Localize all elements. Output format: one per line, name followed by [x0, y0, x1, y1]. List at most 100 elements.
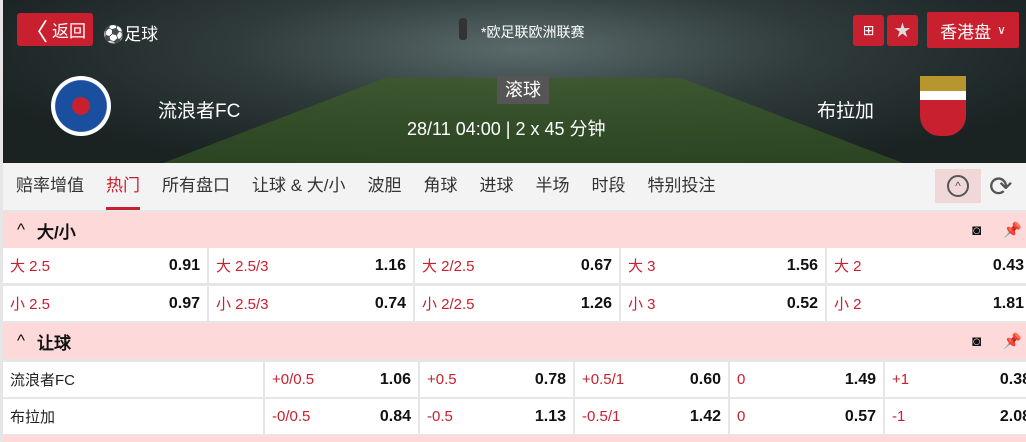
- tab-3[interactable]: 让球 & 大/小: [252, 176, 346, 195]
- odds-type-select[interactable]: 香港盘 ∨: [927, 12, 1019, 48]
- odds-line: -0.5/1: [582, 408, 621, 425]
- odds-price: 1.56: [786, 256, 818, 274]
- match-time: 28/11 04:00 | 2 x 45 分钟: [407, 119, 606, 139]
- odds-line: 小 2: [834, 296, 862, 313]
- match-status-badge: 滚球: [497, 76, 549, 104]
- tab-7[interactable]: 半场: [535, 176, 570, 195]
- odds-price: 0.97: [168, 294, 200, 312]
- tab-9[interactable]: 特别投注: [647, 176, 716, 195]
- odds-price: 1.06: [379, 370, 411, 388]
- odds-line: -1: [892, 408, 906, 425]
- odds-price: 0.74: [374, 294, 406, 312]
- odds-cell[interactable]: 0 0.57: [730, 399, 883, 434]
- match-header: 〈返回 ⚽足球 *欧足联欧洲联赛 ⊞ ★ 香港盘 ∨ 流浪者FC 滚球 28/11…: [3, 0, 1026, 163]
- odds-cell[interactable]: 大 3 1.56: [621, 248, 825, 283]
- odds-line: +0/0.5: [272, 371, 315, 388]
- chevron-left-icon: 〈: [24, 19, 48, 46]
- odds-cell[interactable]: 大 2.5/3 1.16: [209, 248, 413, 283]
- odds-cell[interactable]: 小 3 0.52: [621, 286, 825, 321]
- odds-price: 0.78: [534, 370, 566, 388]
- odds-line: 大 2/2.5: [422, 258, 475, 275]
- odds-line: 0: [737, 408, 746, 425]
- tab-6[interactable]: 进球: [479, 176, 514, 195]
- odds-cell[interactable]: 大 2/2.5 0.67: [415, 248, 619, 283]
- odds-line: 小 2.5: [10, 296, 51, 313]
- tab-4[interactable]: 波胆: [367, 176, 402, 195]
- odds-line: +0.5/1: [582, 371, 625, 388]
- odds-line: +0.5: [427, 371, 457, 388]
- team-name: 流浪者FC: [3, 362, 263, 397]
- tab-0[interactable]: 赔率增值: [16, 176, 84, 195]
- back-button[interactable]: 〈返回: [17, 13, 93, 46]
- odds-line: 0: [737, 371, 746, 388]
- market-tabs: 赔率增值 热门 所有盘口 让球 & 大/小 波胆 角球 进球 半场 时段 特别投注: [3, 163, 1026, 210]
- next-section-header: [3, 435, 1026, 442]
- tab-8[interactable]: 时段: [591, 176, 626, 195]
- league-trophy-icon: [459, 18, 467, 40]
- odds-price: 1.81: [992, 294, 1024, 312]
- collapse-all-button[interactable]: ^: [935, 169, 981, 203]
- odds-cell[interactable]: 大 2 0.43: [827, 248, 1026, 283]
- league-name: *欧足联欧洲联赛: [481, 24, 585, 40]
- odds-cell[interactable]: -0/0.5 0.84: [265, 399, 418, 434]
- stats-icon: ◙: [972, 332, 982, 350]
- tab-5[interactable]: 角球: [423, 176, 458, 195]
- odds-price: 1.16: [374, 256, 406, 274]
- tab-2[interactable]: 所有盘口: [162, 176, 230, 195]
- sport-label: ⚽足球: [103, 25, 159, 44]
- odds-cell[interactable]: +1 0.38: [885, 362, 1026, 397]
- odds-line: 大 2.5: [10, 258, 51, 275]
- odds-cell[interactable]: 小 2.5/3 0.74: [209, 286, 413, 321]
- odds-price: 0.43: [992, 256, 1024, 274]
- odds-cell[interactable]: +0/0.5 1.06: [265, 362, 418, 397]
- pin-icon: 📌: [1003, 222, 1022, 239]
- market-section-header[interactable]: ^ 大/小 ◙ 📌: [3, 212, 1026, 248]
- odds-price: 0.67: [580, 256, 612, 274]
- chevron-up-circle-icon: ^: [947, 175, 969, 197]
- odds-cell[interactable]: 小 2 1.81: [827, 286, 1026, 321]
- odds-cell[interactable]: -1 2.08: [885, 399, 1026, 434]
- soccer-ball-icon: ⚽: [103, 25, 125, 44]
- pitch-view-button[interactable]: ⊞: [853, 15, 884, 46]
- odds-cell[interactable]: 小 2.5 0.97: [3, 286, 207, 321]
- odds-cell[interactable]: 小 2/2.5 1.26: [415, 286, 619, 321]
- home-team-name: 流浪者FC: [158, 101, 241, 122]
- odds-price: 2.08: [999, 407, 1026, 425]
- odds-price: 1.49: [844, 370, 876, 388]
- odds-line: 小 2.5/3: [216, 296, 269, 313]
- market-title: 大/小: [36, 222, 76, 242]
- table-row: 大 2.5 0.91 大 2.5/3 1.16 大 2/2.5 0.67 大 3 1.56 大 …: [3, 248, 1026, 283]
- odds-cell[interactable]: -0.5/1 1.42: [575, 399, 728, 434]
- favorite-button[interactable]: ★: [887, 15, 918, 46]
- table-row: 布拉加 -0/0.5 0.84 -0.5 1.13 -0.5/1 1.42 0 0.57 -1 2.…: [3, 399, 1026, 434]
- odds-cell[interactable]: -0.5 1.13: [420, 399, 573, 434]
- refresh-icon: ⟳: [989, 171, 1013, 202]
- tab-1[interactable]: 热门: [106, 163, 140, 210]
- chevron-down-icon: ∨: [997, 23, 1006, 37]
- odds-price: 0.91: [168, 256, 200, 274]
- pitch-icon: ⊞: [862, 22, 875, 38]
- odds-cell[interactable]: 大 2.5 0.91: [3, 248, 207, 283]
- star-icon: ★: [893, 20, 912, 42]
- away-team-name: 布拉加: [817, 101, 875, 122]
- odds-line: 小 2/2.5: [422, 296, 475, 313]
- odds-line: 大 2: [834, 258, 862, 275]
- odds-cell[interactable]: 0 1.49: [730, 362, 883, 397]
- odds-cell[interactable]: +0.5 0.78: [420, 362, 573, 397]
- market-section-header[interactable]: ^ 让球 ◙ 📌: [3, 323, 1026, 359]
- odds-price: 1.13: [534, 407, 566, 425]
- away-team-logo: [920, 76, 966, 136]
- odds-line: +1: [892, 371, 910, 388]
- odds-price: 0.57: [844, 407, 876, 425]
- collapse-chevron-icon: ^: [17, 220, 25, 239]
- odds-line: 大 2.5/3: [216, 258, 269, 275]
- pin-icon: 📌: [1003, 333, 1022, 350]
- odds-price: 0.38: [999, 370, 1026, 388]
- odds-price: 1.42: [689, 407, 721, 425]
- refresh-button[interactable]: ⟳: [989, 170, 1012, 204]
- odds-price: 0.84: [379, 407, 411, 425]
- odds-cell[interactable]: +0.5/1 0.60: [575, 362, 728, 397]
- odds-price: 0.60: [689, 370, 721, 388]
- market-title: 让球: [36, 333, 71, 353]
- table-row: 流浪者FC +0/0.5 1.06 +0.5 0.78 +0.5/1 0.60 0 1.49 +1…: [3, 362, 1026, 397]
